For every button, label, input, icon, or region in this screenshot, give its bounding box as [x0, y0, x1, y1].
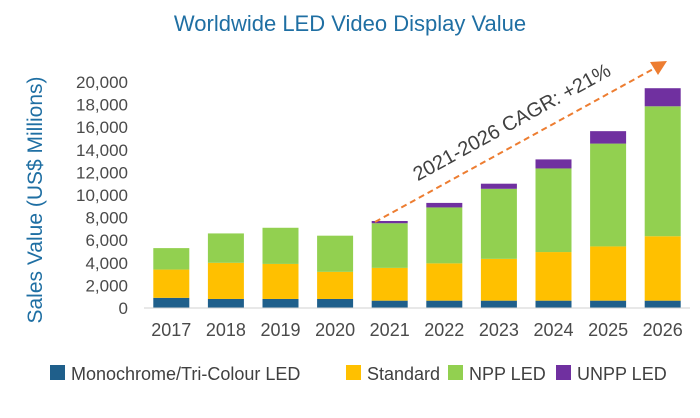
legend-label: UNPP LED — [577, 364, 667, 384]
bar-segment — [480, 188, 517, 259]
bar-segment — [207, 298, 244, 308]
y-tick-label: 18,000 — [76, 96, 128, 115]
y-axis-ticks: 0 2,000 4,000 6,000 8,000 10,000 12,000 14,000 1… — [76, 73, 128, 318]
legend-label: Standard — [367, 364, 440, 384]
cagr-label: 2021-2026 CAGR: +21% — [410, 60, 615, 186]
x-tick-label: 2025 — [588, 320, 628, 340]
bar-segment — [317, 271, 354, 299]
bar-segment — [371, 300, 408, 308]
legend-swatch — [346, 365, 361, 380]
bar-segment — [535, 300, 572, 308]
cagr-arrow-head — [650, 61, 667, 75]
bar-segment — [207, 233, 244, 263]
bar-segment — [262, 227, 299, 264]
bar-segment — [535, 252, 572, 301]
y-tick-label: 0 — [119, 299, 128, 318]
y-tick-label: 12,000 — [76, 163, 128, 182]
bar-segment — [371, 223, 408, 268]
x-axis-ticks: 2017 2018 2019 2020 2021 2022 2023 2024 2025 2026 — [151, 320, 682, 340]
bar-segment — [644, 88, 681, 107]
legend-swatch — [50, 365, 65, 380]
bar-segment — [426, 207, 463, 264]
y-tick-label: 16,000 — [76, 118, 128, 137]
y-tick-label: 10,000 — [76, 186, 128, 205]
bar-segment — [426, 263, 463, 301]
bar-segment — [480, 300, 517, 308]
bar-segment — [262, 298, 299, 308]
bar-segment — [535, 159, 572, 169]
x-tick-label: 2023 — [479, 320, 519, 340]
bar-segment — [371, 267, 408, 301]
bar-segment — [207, 262, 244, 299]
bar-segment — [426, 202, 463, 208]
legend-label: Monochrome/Tri-Colour LED — [71, 364, 300, 384]
bar-segment — [153, 248, 190, 270]
bar-segment — [644, 300, 681, 308]
bar-segment — [153, 269, 190, 298]
bar-segment — [153, 297, 190, 308]
y-tick-label: 20,000 — [76, 73, 128, 92]
x-tick-label: 2019 — [260, 320, 300, 340]
bar-segment — [480, 258, 517, 301]
bar-segment — [317, 298, 354, 308]
bar-segment — [262, 263, 299, 299]
legend-swatch — [556, 365, 571, 380]
x-tick-label: 2026 — [643, 320, 683, 340]
bar-segment — [535, 168, 572, 253]
x-tick-label: 2024 — [533, 320, 573, 340]
x-tick-label: 2021 — [370, 320, 410, 340]
bar-segment — [590, 246, 627, 301]
y-axis-label: Sales Value (US$ Millions) — [24, 76, 47, 323]
x-tick-label: 2018 — [206, 320, 246, 340]
x-tick-label: 2020 — [315, 320, 355, 340]
legend-label: NPP LED — [469, 364, 546, 384]
y-tick-label: 14,000 — [76, 141, 128, 160]
bar-segment — [480, 183, 517, 189]
bar-segment — [590, 300, 627, 308]
y-tick-label: 4,000 — [85, 254, 128, 273]
legend-swatch — [448, 365, 463, 380]
bar-segment — [426, 300, 463, 308]
bar-segment — [590, 131, 627, 144]
x-tick-label: 2017 — [151, 320, 191, 340]
cagr-arrow-line — [374, 67, 656, 223]
bar-segment — [644, 236, 681, 301]
bar-segment — [317, 235, 354, 272]
chart-title: Worldwide LED Video Display Value — [174, 11, 526, 36]
bars — [153, 88, 681, 308]
bar-segment — [644, 106, 681, 237]
bar-segment — [371, 220, 408, 224]
y-tick-label: 6,000 — [85, 231, 128, 250]
y-tick-label: 8,000 — [85, 209, 128, 228]
legend: Monochrome/Tri-Colour LED Standard NPP LED… — [50, 364, 667, 384]
bar-segment — [590, 143, 627, 247]
x-tick-label: 2022 — [424, 320, 464, 340]
y-tick-label: 2,000 — [85, 276, 128, 295]
